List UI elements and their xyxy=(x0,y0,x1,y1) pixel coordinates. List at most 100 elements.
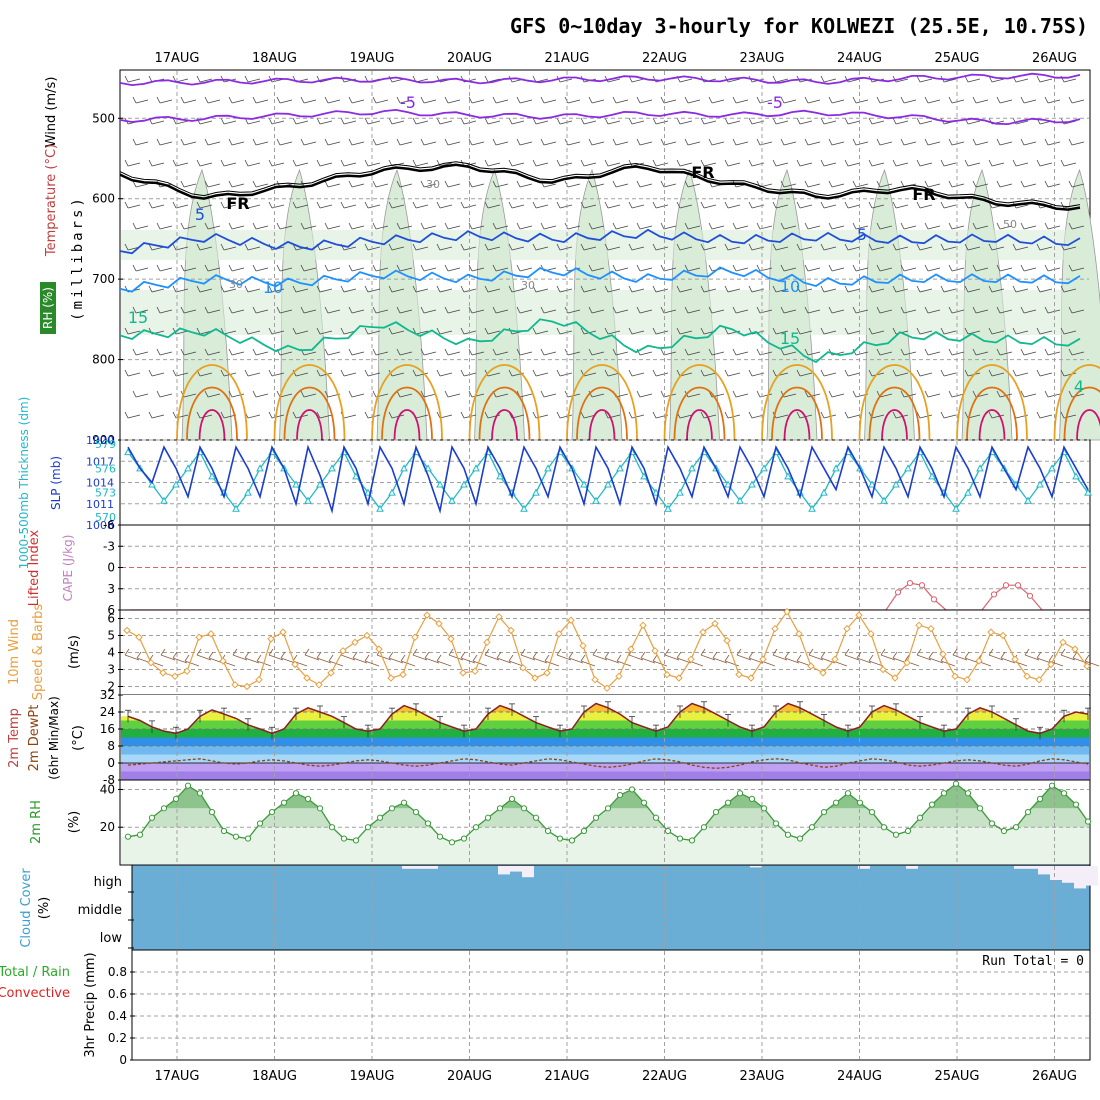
wind-speed-point xyxy=(303,674,311,682)
wind-speed-point xyxy=(891,674,899,682)
wind-barb xyxy=(604,327,621,335)
wind-barb xyxy=(652,369,669,377)
thickness-point xyxy=(820,488,828,496)
wind-barb xyxy=(556,117,573,125)
wind-barb xyxy=(436,201,453,209)
temp-color-band xyxy=(121,712,1089,721)
date-label: 25AUG xyxy=(934,1069,979,1084)
wind-barb xyxy=(172,117,189,125)
wind-barb xyxy=(700,411,717,419)
wind-barb xyxy=(804,138,821,146)
date-label: 26AUG xyxy=(1032,1069,1077,1084)
wind-barb xyxy=(972,138,989,146)
wind-barb xyxy=(400,654,416,667)
wind-barb xyxy=(444,264,461,272)
wind-barb xyxy=(772,75,789,83)
clear-sky-block xyxy=(1062,866,1074,883)
date-labels-bottom: 17AUG 18AUG 19AUG 20AUG 21AUG 22AUG 23AUG 24AUG… xyxy=(154,1069,1077,1084)
rh-point xyxy=(304,795,312,802)
temp-color-band xyxy=(121,729,1089,738)
date-label: 22AUG xyxy=(642,1069,687,1084)
rh-point xyxy=(1036,795,1044,802)
wind-barb xyxy=(880,648,896,661)
thickness-point xyxy=(928,472,936,480)
warm-isotherm xyxy=(371,364,443,441)
wind-barb xyxy=(652,285,669,293)
wind-barb xyxy=(940,327,957,335)
wind-barb xyxy=(388,243,405,251)
wind-barb xyxy=(292,117,309,125)
wind-barb xyxy=(516,222,533,230)
warm-isotherm xyxy=(381,386,433,441)
precip-convective-label: Convective xyxy=(0,986,70,1001)
wind-label: Wind (m/s) xyxy=(44,77,59,148)
wind-barb xyxy=(276,306,293,314)
wind-barb xyxy=(348,390,365,398)
thickness-tick-label: 576 xyxy=(95,462,116,475)
wind-speed-point xyxy=(951,672,959,681)
wind-barb xyxy=(772,243,789,251)
wind-barb xyxy=(436,411,453,419)
thickness-point xyxy=(904,464,912,472)
wind-speed-point xyxy=(435,619,443,628)
wind-barb xyxy=(684,138,701,146)
wind-barb xyxy=(660,264,677,272)
wind-barb xyxy=(580,117,597,125)
wind-barb xyxy=(900,306,917,314)
wind-barb xyxy=(852,138,869,146)
rh-point xyxy=(328,824,336,831)
wind-barb xyxy=(420,180,437,188)
wind-barb xyxy=(916,648,932,661)
wind-barb xyxy=(556,648,572,661)
wind-barb xyxy=(772,285,789,293)
wind-speed-point xyxy=(567,616,575,624)
slp-line xyxy=(127,444,1089,514)
wind-barb xyxy=(340,117,357,125)
wind-barb xyxy=(684,96,701,104)
wind-barb xyxy=(388,117,405,125)
warm-isotherm xyxy=(881,409,908,441)
date-label: 24AUG xyxy=(837,1069,882,1084)
slp-tick-label: 1011 xyxy=(86,498,114,511)
warm-isotherm xyxy=(273,364,346,441)
thickness-point xyxy=(748,480,756,488)
wind-barb xyxy=(396,348,413,356)
rh-point xyxy=(988,820,996,827)
wind-speed-point xyxy=(723,636,731,645)
warm-isotherm xyxy=(978,409,1006,441)
thickness-label: 1000-500mb Thickness (dm) xyxy=(17,397,31,570)
wind-barb xyxy=(484,159,501,167)
wind-barb xyxy=(700,369,717,377)
wind-barb xyxy=(252,306,269,314)
wind-speed-point xyxy=(663,670,671,679)
cloud-level-low: low xyxy=(100,931,123,946)
wind-barb xyxy=(636,264,653,272)
wind-speed-point xyxy=(411,633,419,641)
rh-point xyxy=(544,827,552,835)
wind-barb xyxy=(580,243,597,251)
rh-point xyxy=(496,805,504,812)
clear-sky-block xyxy=(426,866,438,869)
wind-barb xyxy=(940,285,957,293)
wind-barb xyxy=(132,138,149,146)
rh-point xyxy=(460,835,468,842)
wind-speed-point xyxy=(963,675,971,684)
wind-barb xyxy=(540,390,557,398)
wind-barb xyxy=(252,264,269,272)
wind-barb xyxy=(444,222,461,230)
wind-barb xyxy=(252,348,269,356)
wind-speed-point xyxy=(507,626,515,635)
wind-barb xyxy=(876,180,893,188)
wind-barb xyxy=(484,117,501,125)
wind-barb xyxy=(900,222,917,230)
wind-barb xyxy=(684,222,701,230)
rh-point xyxy=(532,814,540,821)
isotherm-line xyxy=(119,161,1081,208)
rh-point xyxy=(832,799,840,806)
y-tick-label: -3 xyxy=(103,539,115,553)
wind-barb xyxy=(820,285,837,293)
wind-speed-point xyxy=(531,674,539,682)
wind-barb xyxy=(604,651,620,664)
wind-speed-point xyxy=(627,645,635,653)
rh-point xyxy=(484,814,492,821)
